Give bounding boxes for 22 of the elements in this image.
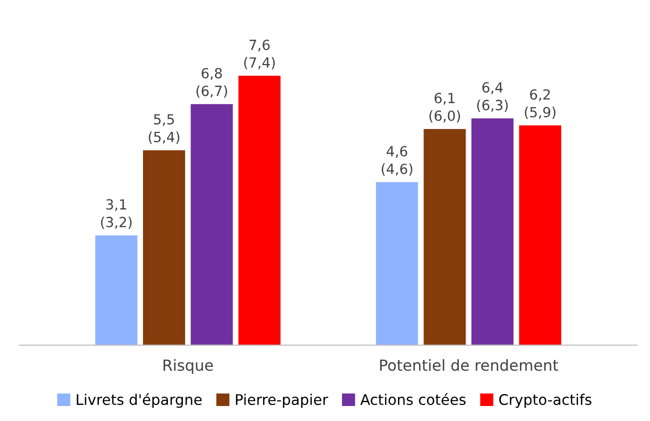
- bar: [376, 182, 418, 346]
- bar: [238, 76, 281, 346]
- data-label: 6,4 (6,3): [477, 82, 508, 112]
- bar: [190, 104, 233, 346]
- legend-label: Pierre-papier: [236, 394, 328, 408]
- bar: [95, 235, 138, 346]
- data-label: 4,6 (4,6): [382, 146, 412, 176]
- legend-label: Actions cotées: [360, 393, 466, 406]
- data-label: 3,1 (3,2): [101, 199, 132, 229]
- data-label: 5,5 (5,4): [148, 114, 180, 144]
- legend-label: Crypto-actifs: [499, 394, 592, 408]
- data-label: 7,6 (7,4): [244, 40, 275, 70]
- bar: [424, 128, 466, 346]
- x-tick-label: Potentiel de rendement: [380, 359, 558, 371]
- bar: [519, 125, 562, 346]
- bar: [471, 118, 514, 346]
- data-label: 6,2 (5,9): [524, 89, 556, 120]
- data-label: 6,1 (6,0): [429, 92, 460, 123]
- x-tick-label: Risque: [164, 359, 213, 374]
- legend-label: Livrets d'épargne: [76, 393, 202, 408]
- bar: [143, 150, 186, 346]
- data-label: 6,8 (6,7): [196, 68, 228, 98]
